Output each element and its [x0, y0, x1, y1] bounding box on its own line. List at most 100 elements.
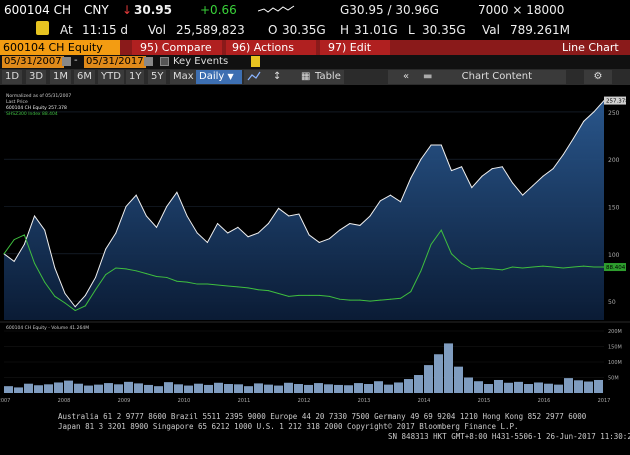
price-point — [145, 215, 147, 217]
settings-arrows-icon[interactable]: ↕ — [270, 70, 300, 84]
price-chart[interactable]: 250 200 150 100 50 257.378 88.404 Normalized as… — [0, 85, 630, 405]
volume-bar — [104, 383, 113, 393]
x-tick-label: 2013 — [358, 398, 371, 404]
val-label: Val — [482, 23, 500, 37]
volume-tick-label: 150M — [608, 345, 622, 351]
legend-entry: Last Price — [6, 99, 28, 105]
price-point — [491, 168, 493, 170]
price-point — [156, 226, 158, 228]
compare-button[interactable]: 95) Compare — [132, 40, 222, 55]
period-1d[interactable]: 1D — [2, 70, 23, 84]
security-name: 600104 CH Equity — [3, 41, 103, 54]
volume-bar — [574, 380, 583, 393]
actions-button[interactable]: 96) Actions — [226, 40, 316, 55]
calendar-icon[interactable] — [144, 57, 153, 66]
price-point — [532, 185, 534, 187]
volume-bar — [164, 382, 173, 393]
start-date-field[interactable]: 05/31/2007 — [2, 56, 64, 68]
line-chart-icon[interactable] — [244, 70, 270, 84]
index-point — [257, 289, 259, 291]
index-point — [217, 284, 219, 286]
open-value: 30.35G — [282, 23, 326, 37]
volume-bar — [344, 385, 353, 393]
table-button[interactable]: Table — [312, 70, 344, 84]
security-field[interactable]: 600104 CH Equity — [0, 40, 120, 55]
volume-bar — [544, 383, 553, 393]
volume-bar — [414, 375, 423, 393]
alert-icon[interactable] — [36, 21, 49, 35]
high-label: H — [340, 23, 350, 37]
price-point — [237, 226, 239, 228]
x-tick-label: 2007 — [0, 398, 10, 404]
volume-bar — [174, 384, 183, 393]
volume-bar — [154, 386, 163, 393]
gear-icon[interactable]: ⚙ — [584, 70, 612, 84]
period-1y[interactable]: 1Y — [126, 70, 145, 84]
price-point — [267, 223, 269, 225]
volume-bar — [144, 384, 153, 393]
compare-label: 95) Compare — [140, 41, 212, 54]
period-6m[interactable]: 6M — [74, 70, 95, 84]
index-point — [44, 281, 46, 283]
calendar-icon[interactable] — [62, 57, 71, 66]
volume-bar — [54, 382, 63, 393]
volume-bar — [444, 343, 453, 393]
low-label: L — [408, 23, 415, 37]
index-point — [349, 299, 351, 301]
period-3d[interactable]: 3D — [26, 70, 47, 84]
y-tick-label: 50 — [608, 299, 616, 306]
price-point — [410, 177, 412, 179]
x-tick-label: 2014 — [418, 398, 431, 404]
key-events-checkbox[interactable] — [160, 57, 169, 66]
price-point — [481, 175, 483, 177]
index-point — [23, 234, 25, 236]
end-date-field[interactable]: 05/31/2017 — [84, 56, 146, 68]
price-point — [186, 215, 188, 217]
y-tick-label: 150 — [608, 205, 620, 212]
chart-type-title: Line Chart — [562, 41, 619, 54]
frequency-dropdown[interactable]: Daily ▼ — [196, 70, 242, 84]
last-price: 30.95 — [134, 3, 172, 17]
down-arrow-icon: ↓ — [122, 3, 133, 17]
volume-bar — [494, 379, 503, 393]
high-value: 31.01G — [354, 23, 398, 37]
currency: CNY — [84, 3, 109, 17]
volume-bar — [124, 381, 133, 393]
volume-bar — [134, 383, 143, 393]
chart-content-button[interactable]: ▬ Chart Content — [420, 70, 566, 84]
index-point — [369, 300, 371, 302]
sparkline-icon — [258, 5, 295, 13]
price-point — [176, 191, 178, 193]
price-point — [430, 144, 432, 146]
index-point — [461, 262, 463, 264]
period-max[interactable]: Max — [170, 70, 197, 84]
info-icon[interactable] — [251, 56, 260, 67]
price-point — [328, 238, 330, 240]
price-point — [247, 236, 249, 238]
price-point — [135, 194, 137, 196]
volume-bar — [434, 354, 443, 393]
volume-bar — [34, 385, 43, 393]
quote-header: 600104 CH CNY ↓ 30.95 +0.66 G30.95 / 30.… — [0, 0, 630, 20]
period-1m[interactable]: 1M — [50, 70, 71, 84]
price-point — [54, 267, 56, 269]
price-change: +0.66 — [200, 3, 237, 17]
price-point — [511, 182, 513, 184]
period-5y[interactable]: 5Y — [148, 70, 167, 84]
x-tick-label: 2015 — [478, 398, 491, 404]
period-ytd[interactable]: YTD — [98, 70, 124, 84]
index-point — [267, 290, 269, 292]
collapse-icon[interactable]: « — [388, 70, 424, 84]
volume-bar — [254, 383, 263, 393]
volume-bar — [564, 378, 573, 393]
edit-button[interactable]: 97) Edit — [320, 40, 390, 55]
index-point — [125, 268, 127, 270]
date-separator: - — [74, 55, 78, 66]
index-point — [206, 283, 208, 285]
price-point — [206, 241, 208, 243]
x-tick-label: 2016 — [538, 398, 551, 404]
table-icon[interactable]: ▦ — [298, 70, 316, 84]
volume-bar — [374, 381, 383, 393]
price-point — [339, 229, 341, 231]
index-point — [562, 267, 564, 269]
